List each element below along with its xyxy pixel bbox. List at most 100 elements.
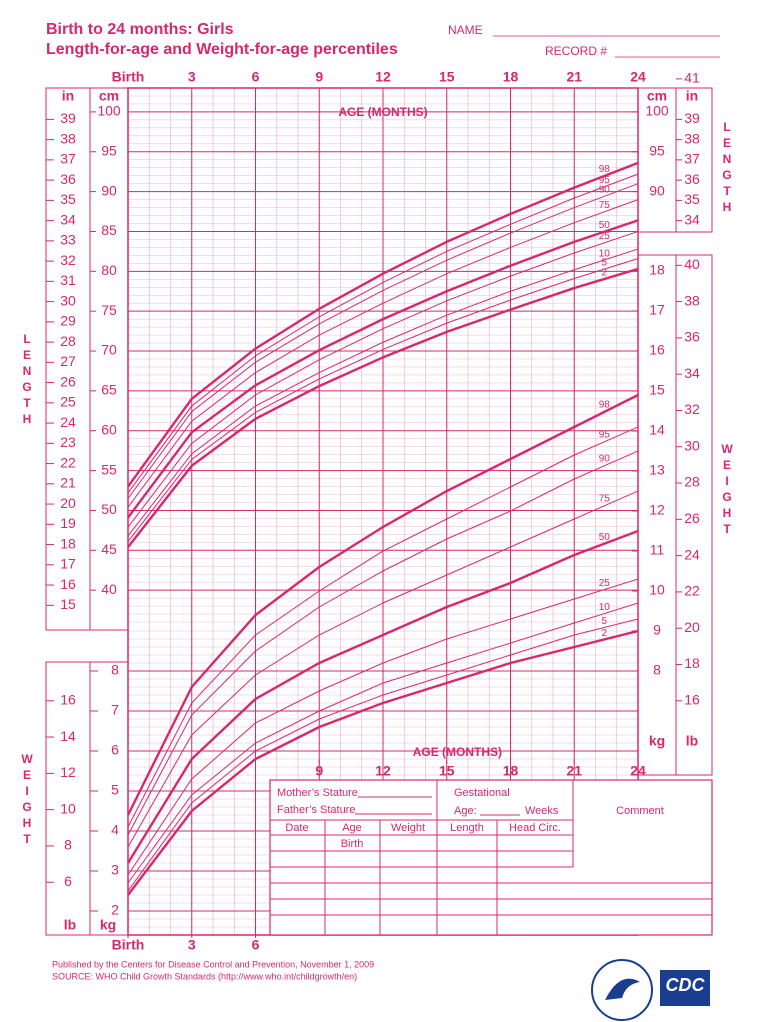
y-tick-label: 16 [684, 691, 700, 707]
y-tick-label: 60 [101, 421, 117, 437]
x-tick-label: 3 [188, 69, 196, 85]
footer-published: Published by the Centers for Disease Con… [52, 959, 374, 969]
x-tick-label: 24 [630, 69, 646, 85]
y-tick-label: 26 [684, 510, 700, 526]
x-tick-label: Birth [112, 69, 145, 85]
y-tick-label: 39 [684, 110, 700, 126]
y-tick-label: 36 [684, 171, 700, 187]
percentile-curve [127, 230, 639, 528]
form-text: Birth [341, 838, 364, 850]
y-tick-label: 90 [101, 182, 117, 198]
record-label: RECORD # [545, 44, 607, 58]
percentile-curve [127, 267, 639, 548]
y-tick-label: 14 [60, 728, 76, 744]
y-tick-label: 38 [60, 130, 76, 146]
y-tick-label: 24 [60, 414, 76, 430]
percentile-curve [127, 490, 639, 848]
y-tick-label: 33 [60, 232, 76, 248]
percentile-label: 90 [599, 454, 611, 465]
y-tick-label: 10 [649, 582, 665, 598]
unit-label: kg [100, 917, 116, 933]
y-tick-label: 6 [111, 742, 119, 758]
percentile-curve [127, 578, 639, 876]
y-tick-label: 20 [684, 619, 700, 635]
y-tick-label: 28 [684, 474, 700, 490]
form-header: Head Circ. [509, 822, 561, 834]
y-tick-label: 45 [101, 541, 117, 557]
y-tick-label: 28 [60, 333, 76, 349]
percentile-curve [127, 161, 639, 488]
y-tick-label: 36 [684, 329, 700, 345]
percentile-curve [127, 248, 639, 537]
form-text: Age: [454, 805, 477, 817]
axis-title: AGE (MONTHS) [413, 745, 502, 759]
percentile-label: 25 [599, 231, 611, 242]
cdc-logo-text: CDC [666, 975, 706, 995]
subtitle: Length-for-age and Weight-for-age percen… [46, 41, 398, 58]
percentile-curve [127, 173, 639, 494]
length-label-left: LENGTH [20, 332, 34, 428]
x-tick-label: 12 [375, 763, 391, 779]
y-tick-label: 8 [64, 837, 72, 853]
form-text: Comment [616, 805, 664, 817]
y-tick-label: 14 [649, 422, 665, 438]
percentile-label: 10 [599, 248, 611, 259]
y-tick-label: 2 [111, 902, 119, 918]
form-text: Father’s Stature [277, 804, 355, 816]
y-tick-label: 16 [60, 691, 76, 707]
percentile-curve [127, 629, 639, 896]
form-text: Mother’s Stature [277, 787, 358, 799]
percentile-label: 2 [601, 268, 607, 279]
name-label: NAME [448, 23, 483, 37]
y-tick-label: 10 [60, 800, 76, 816]
x-tick-label: 9 [315, 69, 323, 85]
y-tick-label: 23 [60, 434, 76, 450]
x-tick-label: 15 [439, 763, 455, 779]
unit-label: in [62, 88, 74, 104]
y-tick-label: 41 [684, 70, 700, 86]
footer-source: SOURCE: WHO Child Growth Standards (http… [52, 971, 357, 981]
percentile-label: 75 [599, 494, 611, 505]
y-tick-label: 13 [649, 462, 665, 478]
unit-label: cm [647, 88, 667, 104]
form-text: Weeks [525, 805, 559, 817]
y-tick-label: 32 [684, 401, 700, 417]
y-tick-label: 31 [60, 272, 76, 288]
y-tick-label: 32 [60, 252, 76, 268]
y-tick-label: 9 [653, 622, 661, 638]
form-header: Length [450, 822, 484, 834]
y-tick-label: 95 [649, 142, 665, 158]
y-tick-label: 50 [101, 501, 117, 517]
y-tick-label: 39 [60, 110, 76, 126]
y-tick-label: 24 [684, 546, 700, 562]
y-tick-label: 37 [60, 151, 76, 167]
y-tick-label: 18 [684, 655, 700, 671]
percentile-label: 5 [601, 616, 607, 627]
x-tick-label: 6 [252, 69, 260, 85]
unit-label: in [686, 88, 698, 104]
x-tick-label: 15 [439, 69, 455, 85]
unit-label: lb [64, 917, 76, 933]
y-tick-label: 37 [684, 151, 700, 167]
percentile-curve [127, 602, 639, 884]
percentile-label: 50 [599, 532, 611, 543]
hhs-logo [591, 959, 653, 1021]
x-tick-label: 3 [188, 937, 196, 953]
title: Birth to 24 months: Girls [46, 21, 234, 38]
percentile-curve [127, 426, 639, 828]
y-tick-label: 35 [684, 191, 700, 207]
percentile-label: 50 [599, 220, 611, 231]
y-tick-label: 55 [101, 461, 117, 477]
percentile-curve [127, 450, 639, 836]
percentile-curve [127, 183, 639, 499]
y-tick-label: 3 [111, 862, 119, 878]
form-text: Gestational [454, 787, 510, 799]
y-tick-label: 75 [101, 302, 117, 318]
y-tick-label: 17 [60, 556, 76, 572]
y-tick-label: 16 [649, 342, 665, 358]
y-tick-label: 100 [97, 103, 121, 119]
y-tick-label: 35 [60, 191, 76, 207]
y-tick-label: 27 [60, 353, 76, 369]
percentile-label: 2 [601, 628, 607, 639]
